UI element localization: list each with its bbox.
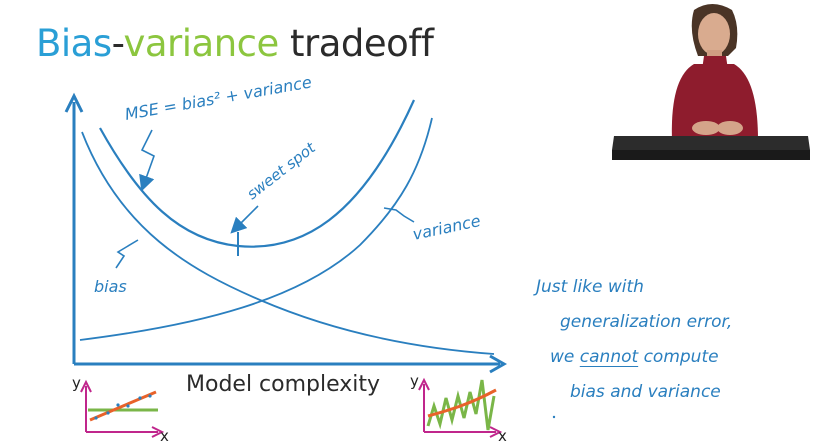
inset-right-wiggly-fit — [426, 379, 496, 431]
y-axis-arrowhead — [64, 92, 84, 113]
x-axis-label: Model complexity — [186, 372, 381, 397]
inset-right-x-label: x — [498, 427, 507, 443]
mse-squiggle — [139, 129, 155, 192]
variance-curve — [79, 117, 433, 341]
title-bias: Bias — [36, 22, 112, 65]
inset-left-y-label: y — [72, 374, 81, 392]
handwritten-note: Just like with generalization error, we … — [530, 270, 815, 410]
bias-squiggle — [115, 239, 139, 269]
stray-dot — [552, 415, 556, 419]
variance-squiggle — [383, 207, 415, 223]
inset-left-data-points — [94, 394, 152, 420]
note-line-3: we cannot compute — [530, 340, 815, 375]
note-line-2: generalization error, — [560, 312, 733, 332]
low-complexity-inset: y x — [72, 374, 169, 443]
inset-right-y-label: y — [410, 372, 419, 390]
x-axis-arrowhead — [489, 354, 508, 374]
note-line-4: bias and variance — [570, 382, 721, 402]
title-tradeoff: tradeoff — [278, 22, 434, 65]
slide-title: Bias-variance tradeoff — [36, 22, 434, 65]
note-line-3-pre: we — [550, 347, 580, 367]
inset-left-x-label: x — [160, 427, 169, 443]
note-line-1: Just like with — [536, 277, 644, 297]
sweet-spot-label: sweet spot — [243, 138, 319, 203]
variance-label: variance — [411, 211, 482, 244]
high-complexity-inset: y x — [410, 372, 507, 443]
presenter-video — [608, 0, 817, 160]
bias-label: bias — [94, 277, 127, 296]
sweet-spot-arrow — [230, 205, 259, 234]
note-line-3-post: compute — [638, 347, 719, 367]
title-variance: variance — [123, 22, 279, 65]
bias-curve — [81, 131, 495, 355]
mse-curve — [99, 99, 416, 248]
inset-right-fit-line — [427, 388, 497, 418]
title-dash: - — [111, 22, 124, 65]
note-cannot: cannot — [579, 347, 639, 367]
inset-left-fit-line — [89, 390, 157, 422]
mse-label: MSE = bias² + variance — [123, 72, 313, 124]
